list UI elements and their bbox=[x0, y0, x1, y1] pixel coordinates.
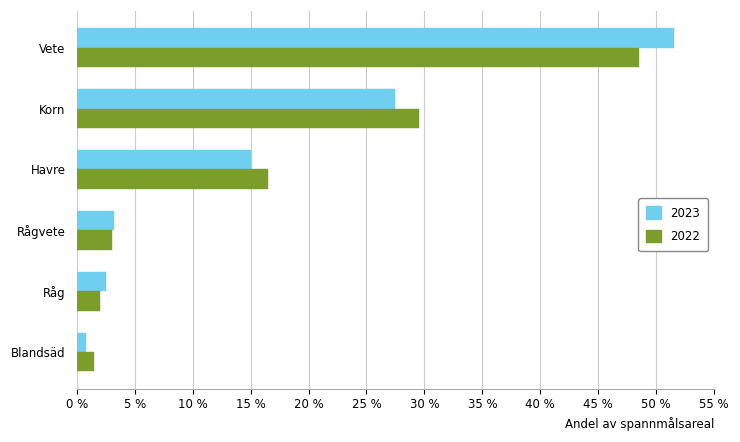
Bar bbox=[77, 169, 268, 189]
Bar bbox=[77, 211, 114, 230]
Bar bbox=[77, 272, 106, 291]
Bar bbox=[77, 230, 112, 250]
Bar bbox=[77, 28, 673, 48]
Bar bbox=[77, 109, 419, 128]
Legend: 2023, 2022: 2023, 2022 bbox=[638, 198, 708, 251]
Bar bbox=[77, 352, 94, 371]
Bar bbox=[77, 89, 395, 109]
X-axis label: Andel av spannmålsareal: Andel av spannmålsareal bbox=[565, 417, 714, 431]
Bar bbox=[77, 291, 100, 311]
Bar bbox=[77, 150, 251, 169]
Bar bbox=[77, 332, 86, 352]
Bar bbox=[77, 48, 639, 67]
